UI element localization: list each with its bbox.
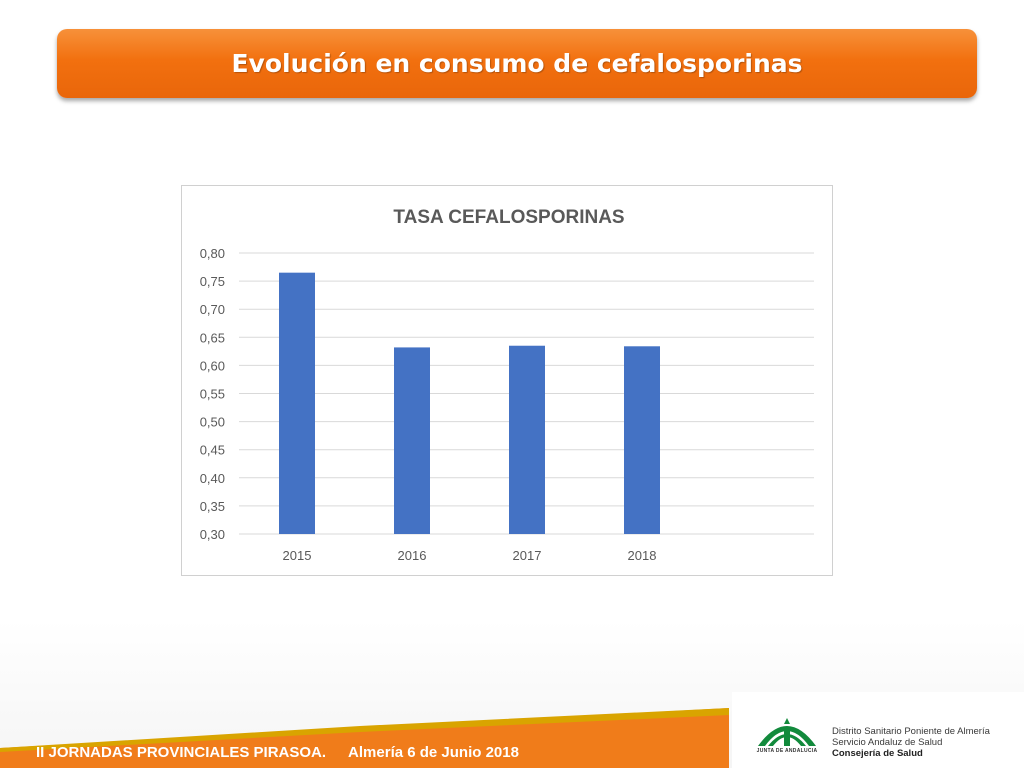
x-tick-label-2017: 2017 <box>513 548 542 563</box>
chart-frame: TASA CEFALOSPORINAS 0,80 0,75 0,70 0,65 0,60… <box>181 185 833 576</box>
org-line-district: Distrito Sanitario Poniente de Almería <box>832 726 990 737</box>
y-tick-label: 0,75 <box>200 274 225 289</box>
y-axis-ticks: 0,80 0,75 0,70 0,65 0,60 0,55 0,50 0,45 0,40 0,35… <box>200 246 225 542</box>
institution-logo-area: JUNTA DE ANDALUCIA Distrito Sanitario Po… <box>732 692 1024 768</box>
org-line-council: Consejería de Salud <box>832 748 923 759</box>
y-tick-label: 0,80 <box>200 246 225 261</box>
bar-2018 <box>624 346 660 534</box>
junta-andalucia-logo-icon <box>758 718 816 746</box>
slide-title: Evolución en consumo de cefalosporinas <box>231 49 803 78</box>
y-tick-label: 0,50 <box>200 415 225 430</box>
bar-chart: TASA CEFALOSPORINAS 0,80 0,75 0,70 0,65 0,60… <box>200 207 814 563</box>
chart-title: TASA CEFALOSPORINAS <box>393 207 624 228</box>
y-tick-label: 0,30 <box>200 527 225 542</box>
footer-gold-stripe <box>0 708 729 752</box>
y-tick-label: 0,40 <box>200 471 225 486</box>
footer-event: II JORNADAS PROVINCIALES PIRASOA. <box>36 744 327 761</box>
y-tick-label: 0,70 <box>200 302 225 317</box>
y-tick-label: 0,35 <box>200 499 225 514</box>
y-tick-label: 0,55 <box>200 387 225 402</box>
title-banner: Evolución en consumo de cefalosporinas <box>57 29 977 98</box>
x-axis-ticks: 2015 2016 2017 2018 <box>283 548 657 563</box>
y-tick-label: 0,60 <box>200 358 225 373</box>
y-tick-label: 0,65 <box>200 330 225 345</box>
bars <box>279 272 660 534</box>
footer-place-date: Almería 6 de Junio 2018 <box>348 744 519 761</box>
bar-2017 <box>509 345 545 534</box>
logo-caption: JUNTA DE ANDALUCIA <box>756 748 818 754</box>
org-line-service: Servicio Andaluz de Salud <box>832 737 943 748</box>
footer-text: II JORNADAS PROVINCIALES PIRASOA. Almería… <box>36 744 519 761</box>
bar-2016 <box>394 347 430 534</box>
x-tick-label-2016: 2016 <box>398 548 427 563</box>
y-tick-label: 0,45 <box>200 443 225 458</box>
bar-2015 <box>279 272 315 534</box>
x-tick-label-2015: 2015 <box>283 548 312 563</box>
x-tick-label-2018: 2018 <box>628 548 657 563</box>
organization-lines: Distrito Sanitario Poniente de Almería S… <box>832 726 990 759</box>
footer-band <box>0 708 729 768</box>
